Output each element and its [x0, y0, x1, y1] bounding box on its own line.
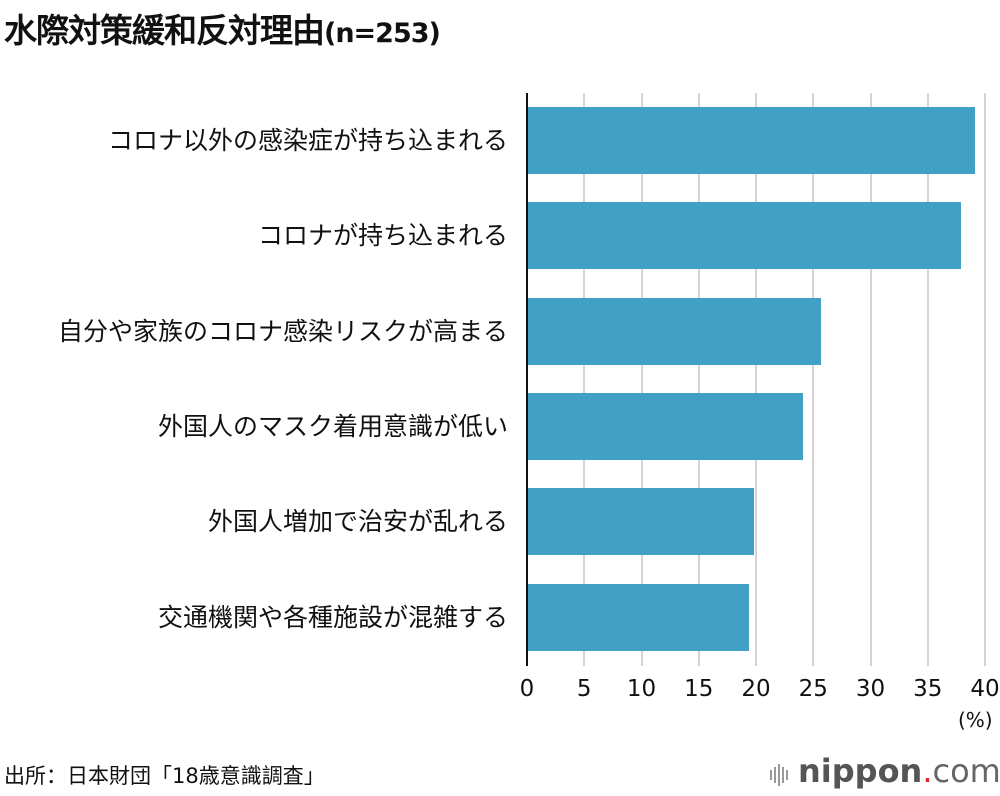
gridline [755, 93, 757, 666]
x-tick-label: 0 [519, 676, 535, 702]
nippon-logo: nippon.com [770, 752, 1000, 792]
logo-bars-icon [770, 754, 790, 792]
category-label: 交通機関や各種施設が混雑する [157, 602, 508, 632]
gridline [869, 93, 872, 666]
category-label: 外国人のマスク着用意識が低い [157, 411, 508, 441]
gridline [640, 93, 643, 666]
x-tick-label: 25 [798, 676, 828, 702]
category-label: コロナ以外の感染症が持ち込まれる [107, 126, 508, 155]
x-tick-label: 40 [970, 676, 1000, 702]
x-axis-unit: (%) [958, 708, 993, 732]
bar [527, 392, 803, 460]
x-tick-label: 10 [626, 676, 657, 702]
category-label: 外国人増加で治安が乱れる [207, 507, 508, 537]
gridline [926, 93, 929, 666]
source-note: 出所：日本財団「18歳意識調査」 [4, 764, 325, 788]
plot-area [526, 93, 986, 666]
sample-size: (n=253) [324, 18, 441, 49]
category-label: 自分や家族のコロナ感染リスクが高まる [57, 316, 508, 346]
x-tick-label: 5 [576, 676, 592, 702]
bar [527, 107, 975, 174]
gridline [984, 93, 986, 666]
x-tick-label: 20 [741, 676, 771, 702]
bar [527, 202, 961, 270]
gridline [812, 93, 815, 666]
gridline [697, 93, 700, 666]
gridline [583, 93, 586, 666]
x-tick-label: 30 [855, 676, 886, 702]
category-label: コロナが持ち込まれる [257, 221, 508, 251]
bar [527, 583, 750, 651]
x-tick-label: 35 [913, 676, 943, 702]
y-axis-line [526, 93, 528, 666]
bar [527, 488, 754, 556]
x-tick-label: 15 [684, 676, 714, 702]
title-main: 水際対策緩和反対理由 [4, 11, 325, 50]
chart-title: 水際対策緩和反対理由(n=253) [4, 4, 441, 52]
bar [527, 297, 822, 365]
